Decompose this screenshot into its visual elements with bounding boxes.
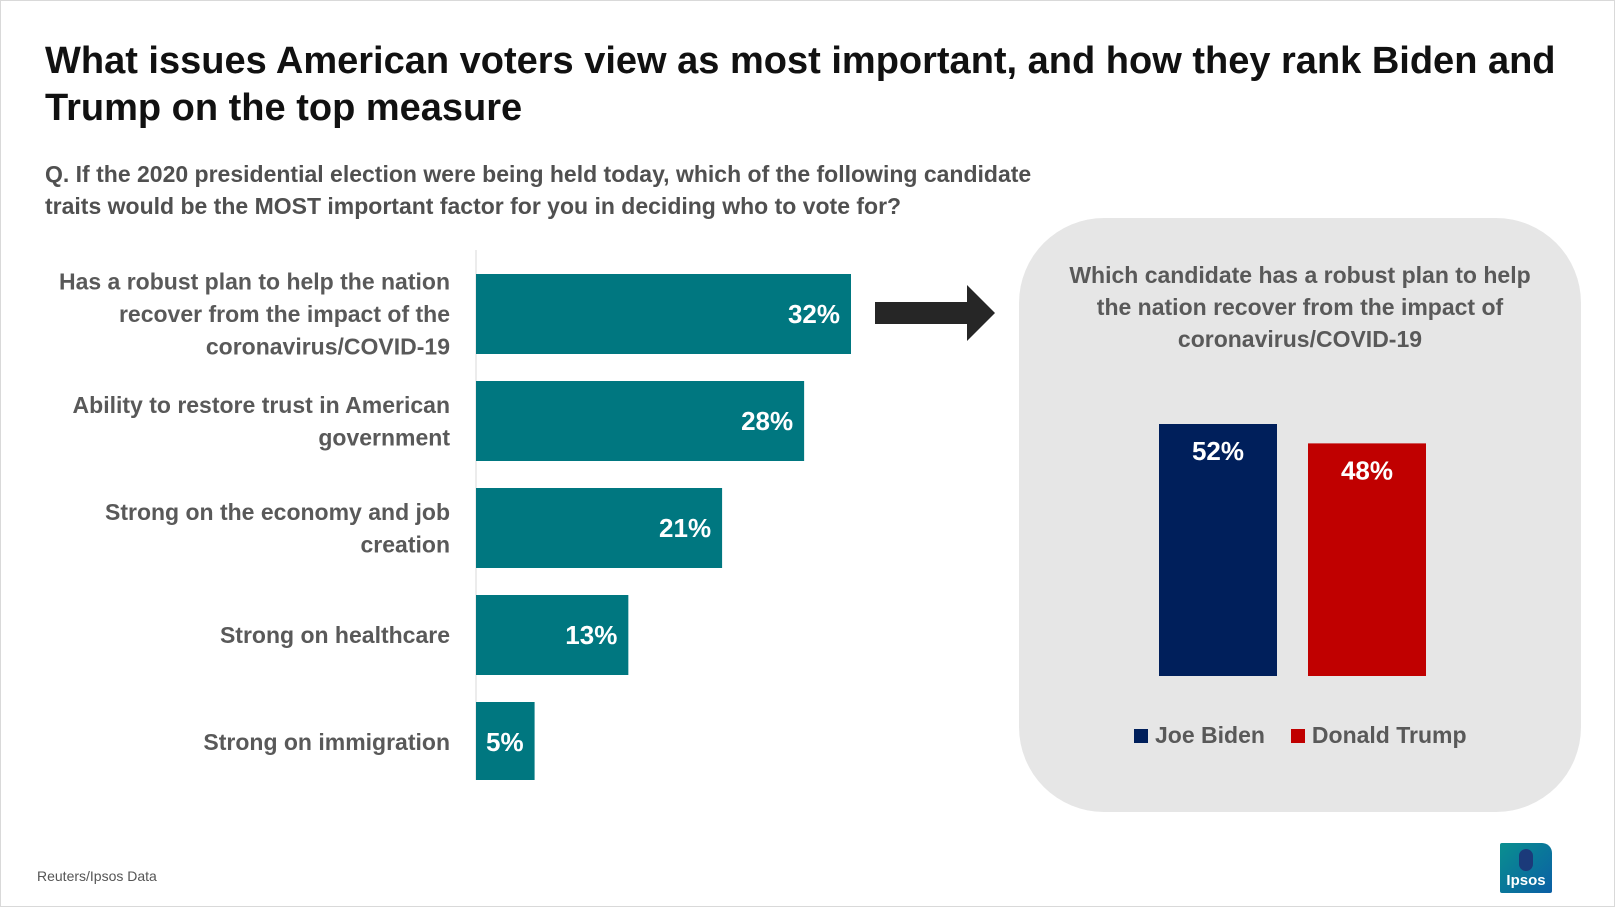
bar xyxy=(476,381,805,461)
ipsos-logo: Ipsos xyxy=(1500,843,1552,893)
legend-swatch-trump xyxy=(1290,728,1305,743)
bar xyxy=(476,595,629,675)
page-title: What issues American voters view as most… xyxy=(45,40,1556,129)
category-label: Strong on the economy and job creation xyxy=(105,499,450,558)
logo-text: Ipsos xyxy=(1506,872,1546,889)
bar-value-label: 28% xyxy=(741,406,793,436)
legend-label-biden: Joe Biden xyxy=(1155,722,1265,748)
bar xyxy=(476,488,723,568)
legend-item-biden: Joe Biden xyxy=(1134,722,1265,749)
legend-swatch-biden xyxy=(1134,728,1148,743)
chart-legend: Joe Biden Donald Trump xyxy=(1134,722,1467,749)
category-label: Has a robust plan to help the nation reco… xyxy=(59,269,450,360)
candidate-value-label: 52% xyxy=(1192,436,1244,466)
legend-label-trump: Donald Trump xyxy=(1311,722,1467,748)
candidate-bar xyxy=(1159,424,1277,676)
bar-value-label: 21% xyxy=(659,513,711,543)
candidate-chart-title: Which candidate has a robust plan to hel… xyxy=(1069,262,1531,352)
bar-value-label: 13% xyxy=(565,620,617,650)
candidate-bar xyxy=(1308,443,1426,676)
category-label: Ability to restore trust in American gove… xyxy=(73,392,451,451)
candidate-bar-chart: 52% 48% xyxy=(1159,424,1426,676)
bar-value-label: 5% xyxy=(486,727,524,757)
bar xyxy=(476,702,535,780)
candidate-value-label: 48% xyxy=(1341,455,1393,485)
survey-question: Q. If the 2020 presidential election wer… xyxy=(45,161,1032,219)
bar xyxy=(476,274,851,354)
logo-mark xyxy=(1519,849,1533,871)
bar-value-label: 32% xyxy=(788,299,840,329)
candidate-panel xyxy=(1019,218,1581,812)
category-label: Strong on immigration xyxy=(203,729,450,755)
right-arrow-icon xyxy=(875,285,995,341)
legend-item-trump: Donald Trump xyxy=(1290,722,1467,749)
source-note: Reuters/Ipsos Data xyxy=(37,868,157,884)
category-label: Strong on healthcare xyxy=(220,622,450,648)
issues-bar-chart: 32% Has a robust plan to help the nation r… xyxy=(59,250,851,780)
